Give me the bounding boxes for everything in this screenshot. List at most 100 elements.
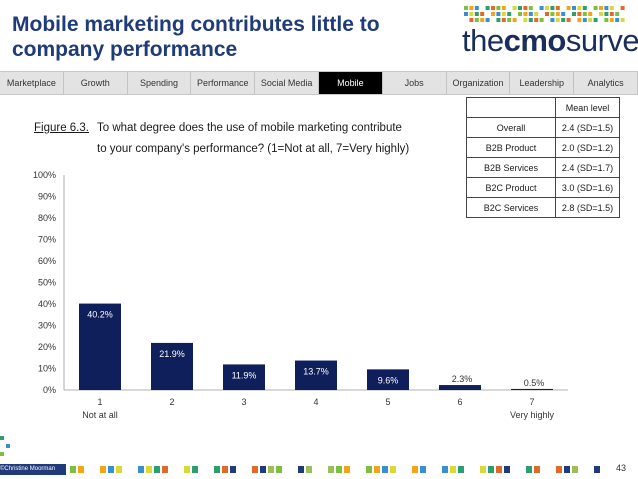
logo-dot bbox=[609, 18, 614, 22]
strip-square bbox=[374, 466, 380, 473]
strip-square bbox=[572, 466, 578, 473]
logo-dot bbox=[534, 18, 539, 22]
strip-square bbox=[100, 466, 106, 473]
logo-dot bbox=[615, 12, 620, 16]
mean-table-segment: Overall bbox=[466, 117, 556, 138]
nav-tab-analytics[interactable]: Analytics bbox=[574, 72, 638, 94]
logo-dot bbox=[572, 6, 576, 10]
logo-dot bbox=[485, 18, 490, 22]
logo-dot bbox=[469, 18, 474, 22]
mean-table-header-row: Mean level bbox=[466, 97, 620, 118]
logo-dot bbox=[528, 12, 533, 16]
logo-dot bbox=[593, 18, 598, 22]
logo-dot bbox=[474, 6, 479, 10]
x-tick-sublabel: Very highly bbox=[510, 410, 555, 420]
strip-square bbox=[328, 466, 334, 473]
cmo-survey-logo: thecmosurvey bbox=[460, 4, 638, 62]
nav-tab-marketplace[interactable]: Marketplace bbox=[0, 72, 64, 94]
logo-dot bbox=[507, 18, 512, 22]
y-tick-label: 30% bbox=[38, 321, 56, 331]
bar-value-label: 11.9% bbox=[232, 370, 257, 380]
mean-table-value: 2.0 (SD=1.2) bbox=[555, 137, 620, 158]
mean-table-row: Overall 2.4 (SD=1.5) bbox=[466, 117, 620, 138]
bar-value-label: 21.9% bbox=[159, 349, 185, 359]
logo-dot bbox=[518, 12, 522, 16]
logo-dot bbox=[474, 18, 479, 22]
logo-dot bbox=[496, 12, 501, 16]
logo-dot bbox=[469, 6, 474, 10]
logo-dot bbox=[518, 6, 522, 10]
nav-tab-spending[interactable]: Spending bbox=[128, 72, 192, 94]
logo-dot bbox=[523, 12, 528, 16]
logo-dot bbox=[609, 12, 614, 16]
logo-dot bbox=[523, 6, 528, 10]
strip-square bbox=[504, 466, 510, 473]
nav-tab-jobs[interactable]: Jobs bbox=[383, 72, 447, 94]
logo-dot bbox=[609, 6, 614, 10]
strip-square bbox=[154, 466, 160, 473]
y-tick-label: 0% bbox=[43, 385, 56, 395]
figure-question-line2: to your company's performance? (1=Not at… bbox=[97, 143, 410, 155]
y-tick-label: 90% bbox=[38, 192, 56, 202]
logo-dot bbox=[496, 6, 501, 10]
strip-square bbox=[276, 466, 282, 473]
mean-level-table: Mean level Overall 2.4 (SD=1.5) B2B Produc… bbox=[466, 97, 620, 218]
strip-square bbox=[420, 466, 426, 473]
logo-wordmark: thecmosurvey bbox=[462, 24, 638, 58]
logo-dot bbox=[539, 6, 544, 10]
logo-dot bbox=[566, 18, 571, 22]
logo-dot bbox=[501, 18, 506, 22]
mean-table-segment: B2B Product bbox=[466, 137, 556, 158]
strip-square bbox=[162, 466, 168, 473]
strip-square bbox=[480, 466, 486, 473]
x-tick-sublabel: Not at all bbox=[82, 410, 118, 420]
strip-square bbox=[138, 466, 144, 473]
logo-prefix: the bbox=[462, 23, 504, 58]
logo-dot bbox=[599, 12, 603, 16]
logo-dot bbox=[550, 12, 555, 16]
logo-brand: cmo bbox=[503, 23, 567, 58]
logo-dot bbox=[501, 12, 506, 16]
mean-table-value: 2.8 (SD=1.5) bbox=[555, 197, 620, 218]
x-tick-label: 6 bbox=[457, 397, 462, 407]
strip-square bbox=[594, 466, 600, 473]
mean-table-row: B2B Services 2.4 (SD=1.7) bbox=[466, 157, 620, 178]
figure-label: Figure 6.3. bbox=[34, 122, 89, 134]
strip-square bbox=[442, 466, 448, 473]
strip-square bbox=[230, 466, 236, 473]
nav-tab-growth[interactable]: Growth bbox=[64, 72, 128, 94]
logo-dot bbox=[566, 6, 571, 10]
logo-dot bbox=[512, 6, 517, 10]
logo-dot bbox=[572, 12, 576, 16]
nav-tab-performance[interactable]: Performance bbox=[191, 72, 256, 94]
logo-dot bbox=[555, 6, 560, 10]
logo-dot bbox=[480, 12, 485, 16]
x-tick-label: 2 bbox=[169, 397, 174, 407]
strip-square bbox=[336, 466, 342, 473]
bar-7 bbox=[511, 388, 553, 390]
mean-table-value: 2.4 (SD=1.5) bbox=[555, 117, 620, 138]
nav-tab-leadership[interactable]: Leadership bbox=[510, 72, 575, 94]
logo-dot bbox=[620, 18, 625, 22]
strip-square bbox=[78, 466, 84, 473]
x-tick-label: 7 bbox=[529, 397, 534, 407]
bar-value-label: 13.7% bbox=[303, 367, 329, 377]
logo-dot-pattern bbox=[464, 6, 625, 22]
logo-dot bbox=[577, 12, 582, 16]
nav-tab-social-media[interactable]: Social Media bbox=[255, 72, 319, 94]
nav-tab-mobile[interactable]: Mobile bbox=[318, 72, 383, 94]
x-tick-label: 3 bbox=[241, 397, 246, 407]
strip-square bbox=[450, 466, 456, 473]
y-tick-label: 20% bbox=[38, 342, 56, 352]
x-tick-label: 5 bbox=[385, 397, 390, 407]
y-tick-label: 50% bbox=[38, 278, 56, 288]
bar-value-label: 9.6% bbox=[378, 375, 399, 385]
logo-dot bbox=[523, 18, 528, 22]
page-number: 43 bbox=[616, 463, 627, 473]
strip-square bbox=[108, 466, 114, 473]
nav-tab-organization[interactable]: Organization bbox=[447, 72, 511, 94]
strip-square bbox=[390, 466, 396, 473]
slide-title: Mobile marketing contributes little to c… bbox=[12, 13, 380, 61]
bar-1 bbox=[79, 303, 121, 390]
logo-dot bbox=[545, 6, 549, 10]
